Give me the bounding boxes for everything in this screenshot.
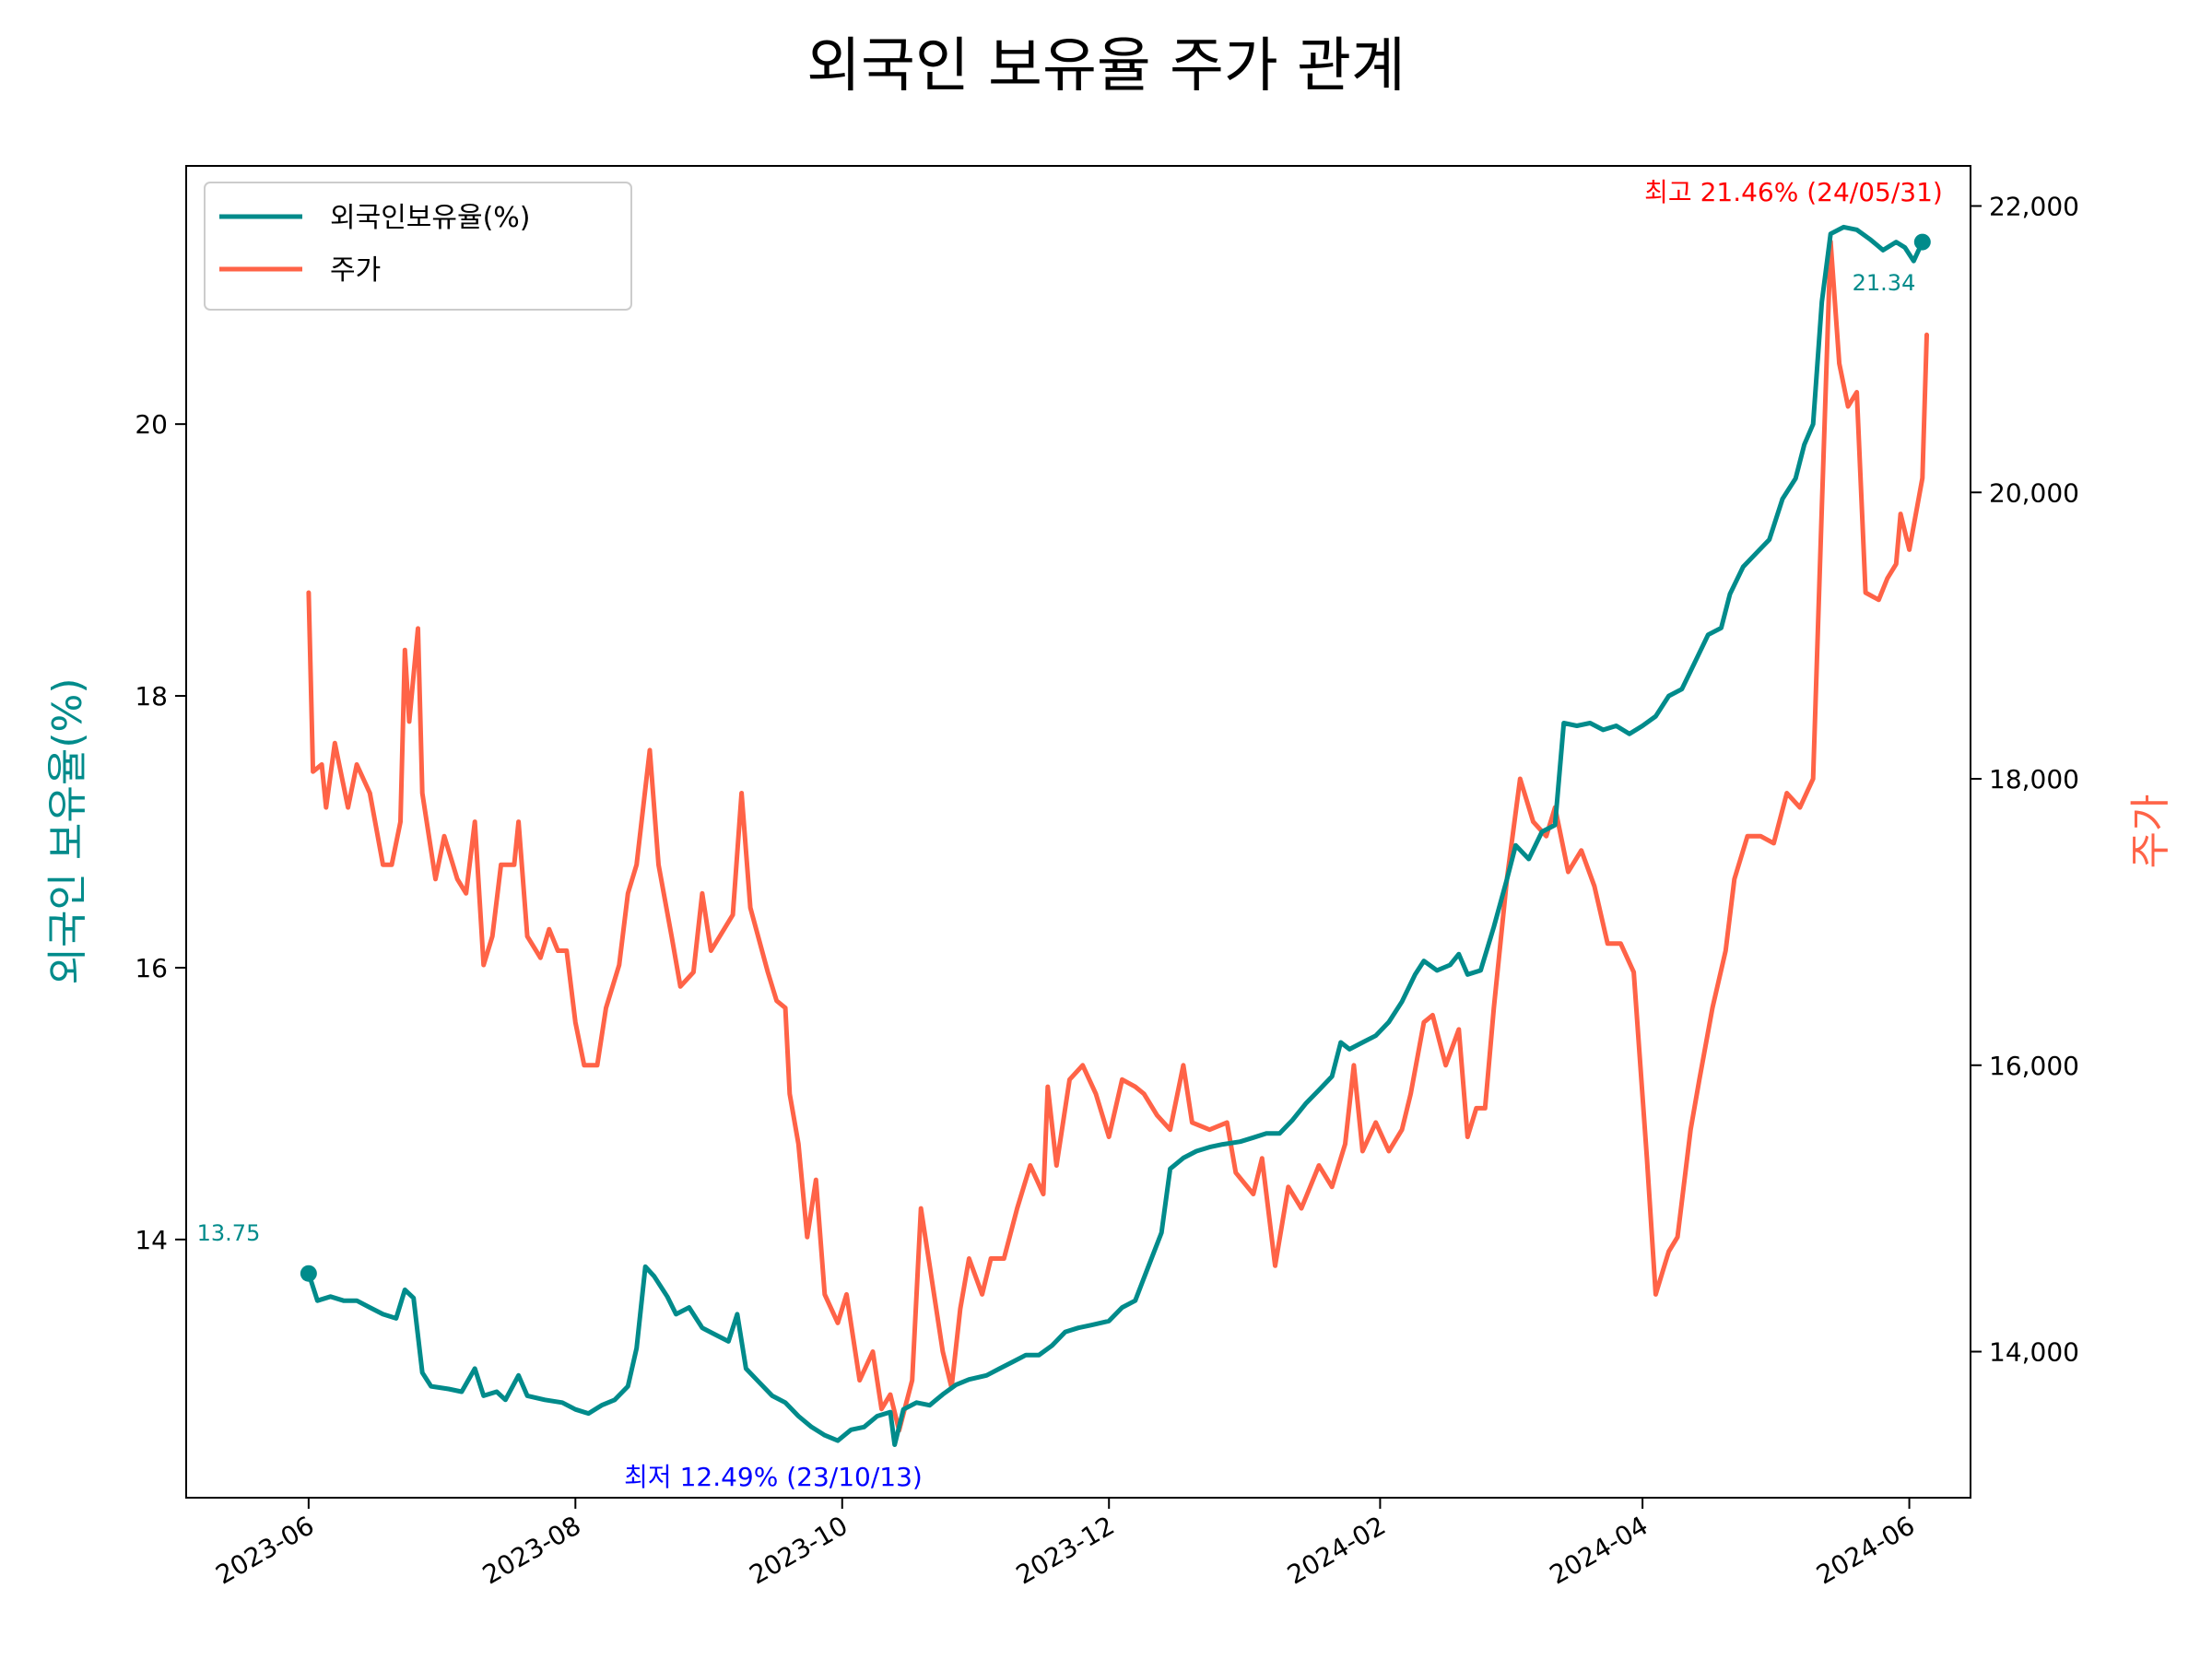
y-right-tick-label: 14,000 — [1989, 1337, 2079, 1368]
y-left-tick-label: 16 — [135, 953, 168, 983]
y-left-axis-ticks: 14 16 18 20 — [135, 409, 186, 1255]
max-annotation: 최고 21.46% (24/05/31) — [1644, 177, 1943, 207]
x-tick-label: 2024-02 — [1282, 1510, 1391, 1590]
annotations: 최고 21.46% (24/05/31) 최저 12.49% (23/10/13… — [197, 177, 1943, 1492]
y-right-tick-label: 18,000 — [1989, 764, 2079, 794]
x-axis-ticks: 2023-06 2023-08 2023-10 2023-12 2024-02 2024-… — [211, 1498, 1920, 1591]
legend-box — [204, 182, 632, 311]
start-value-label: 13.75 — [197, 1220, 261, 1246]
x-tick-label: 2024-06 — [1811, 1510, 1920, 1590]
x-tick-label: 2023-06 — [211, 1510, 320, 1590]
x-tick-label: 2023-08 — [477, 1510, 586, 1590]
y-left-tick-label: 18 — [135, 681, 168, 712]
series-lines — [300, 224, 1931, 1447]
x-tick-label: 2024-04 — [1545, 1510, 1653, 1590]
min-annotation: 최저 12.49% (23/10/13) — [624, 1462, 923, 1492]
y-right-tick-label: 22,000 — [1989, 192, 2079, 222]
end-value-label: 21.34 — [1853, 270, 1916, 296]
y-left-tick-label: 14 — [135, 1225, 168, 1255]
series-line-price — [306, 239, 1929, 1433]
legend-label-foreign-ratio: 외국인보유율(%) — [330, 202, 531, 234]
y-right-tick-label: 20,000 — [1989, 477, 2079, 508]
y-right-axis-ticks: 14,000 16,000 18,000 20,000 22,000 — [1971, 192, 2079, 1368]
x-tick-label: 2023-12 — [1011, 1510, 1120, 1590]
legend-label-price: 주가 — [330, 254, 381, 287]
y-left-axis-label: 외국인 보유율(%) — [44, 677, 91, 984]
plot-frame — [185, 165, 1971, 1499]
legend: 외국인보유율(%) 주가 — [204, 182, 632, 311]
start-point-marker — [300, 1265, 317, 1282]
end-point-marker — [1913, 233, 1931, 251]
y-right-axis-label: 주가 — [2127, 794, 2174, 869]
y-right-tick-label: 16,000 — [1989, 1051, 2079, 1081]
x-tick-label: 2023-10 — [744, 1510, 853, 1590]
y-left-tick-label: 20 — [135, 409, 168, 440]
series-line-foreign-ratio — [306, 224, 1925, 1447]
chart-title: 외국인 보유율 주가 관계 — [806, 32, 1406, 100]
